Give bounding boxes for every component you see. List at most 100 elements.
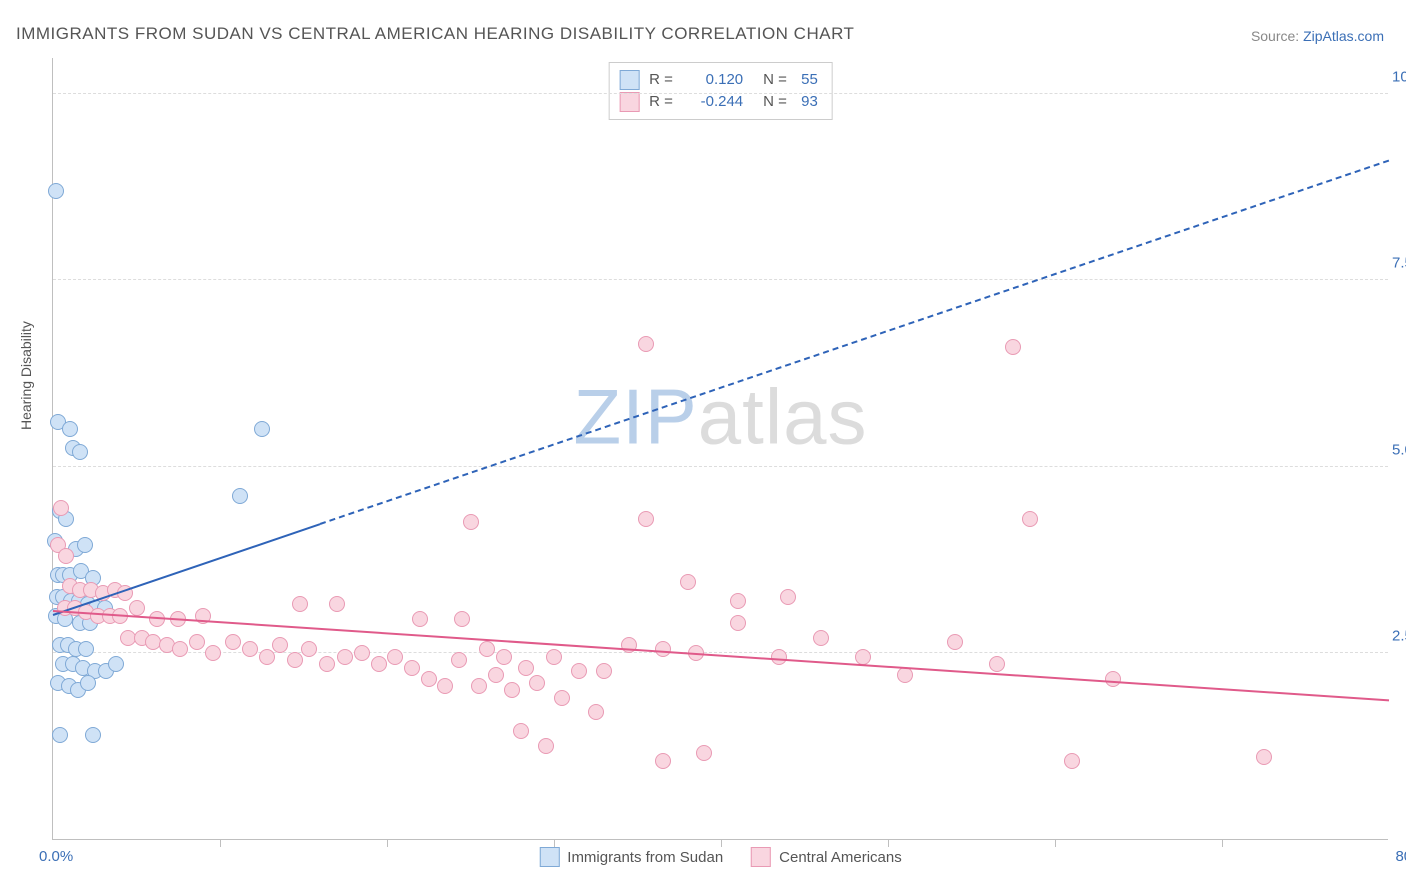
data-point <box>1022 511 1038 527</box>
chart-plot-area: ZIPatlas R =0.120N =55R =-0.244N =93 0.0… <box>52 58 1388 840</box>
data-point <box>488 667 504 683</box>
data-point <box>80 675 96 691</box>
data-point <box>554 690 570 706</box>
x-tick <box>220 839 221 847</box>
data-point <box>437 678 453 694</box>
data-point <box>513 723 529 739</box>
data-point <box>504 682 520 698</box>
data-point <box>813 630 829 646</box>
data-point <box>897 667 913 683</box>
data-point <box>947 634 963 650</box>
trend-line <box>320 159 1389 524</box>
data-point <box>730 615 746 631</box>
data-point <box>518 660 534 676</box>
x-axis-max-label: 80.0% <box>1395 848 1406 865</box>
legend-n-value: 93 <box>801 91 818 113</box>
y-tick-label: 2.5% <box>1392 627 1406 644</box>
legend-correlation: R = 0.120 N = 55R = -0.244 N = 93 <box>608 62 833 120</box>
data-point <box>53 500 69 516</box>
data-point <box>1005 339 1021 355</box>
legend-n-label: N = <box>763 69 791 91</box>
data-point <box>259 649 275 665</box>
data-point <box>454 611 470 627</box>
y-axis-label: Hearing Disability <box>18 321 34 430</box>
data-point <box>232 488 248 504</box>
data-point <box>172 641 188 657</box>
data-point <box>855 649 871 665</box>
data-point <box>319 656 335 672</box>
data-point <box>421 671 437 687</box>
data-point <box>301 641 317 657</box>
data-point <box>463 514 479 530</box>
y-tick-label: 10.0% <box>1392 69 1406 86</box>
legend-swatch <box>539 847 559 867</box>
y-tick-label: 7.5% <box>1392 255 1406 272</box>
legend-series-item: Immigrants from Sudan <box>539 847 723 867</box>
data-point <box>242 641 258 657</box>
source-link[interactable]: ZipAtlas.com <box>1303 28 1384 44</box>
data-point <box>1064 753 1080 769</box>
legend-swatch <box>751 847 771 867</box>
data-point <box>404 660 420 676</box>
data-point <box>655 641 671 657</box>
data-point <box>412 611 428 627</box>
data-point <box>72 444 88 460</box>
data-point <box>479 641 495 657</box>
data-point <box>337 649 353 665</box>
gridline <box>53 279 1388 280</box>
data-point <box>780 589 796 605</box>
trend-line <box>53 523 321 616</box>
legend-n-label: N = <box>763 91 791 113</box>
data-point <box>129 600 145 616</box>
data-point <box>48 183 64 199</box>
legend-series-item: Central Americans <box>751 847 902 867</box>
data-point <box>638 336 654 352</box>
data-point <box>989 656 1005 672</box>
gridline <box>53 93 1388 94</box>
legend-series-name: Immigrants from Sudan <box>567 849 723 866</box>
data-point <box>538 738 554 754</box>
legend-row: R = -0.244 N = 93 <box>619 91 818 113</box>
data-point <box>225 634 241 650</box>
data-point <box>730 593 746 609</box>
data-point <box>205 645 221 661</box>
data-point <box>292 596 308 612</box>
data-point <box>329 596 345 612</box>
data-point <box>571 663 587 679</box>
data-point <box>588 704 604 720</box>
y-tick-label: 5.0% <box>1392 441 1406 458</box>
data-point <box>696 745 712 761</box>
data-point <box>546 649 562 665</box>
source-prefix: Source: <box>1251 28 1299 44</box>
legend-r-label: R = <box>649 91 677 113</box>
x-tick <box>721 839 722 847</box>
x-tick <box>888 839 889 847</box>
legend-series: Immigrants from Sudan Central Americans <box>539 847 901 867</box>
data-point <box>58 548 74 564</box>
data-point <box>85 727 101 743</box>
data-point <box>451 652 467 668</box>
legend-n-value: 55 <box>801 69 818 91</box>
x-tick <box>1222 839 1223 847</box>
data-point <box>771 649 787 665</box>
x-tick <box>1055 839 1056 847</box>
watermark: ZIPatlas <box>573 372 867 463</box>
data-point <box>596 663 612 679</box>
data-point <box>108 656 124 672</box>
data-point <box>254 421 270 437</box>
legend-r-value: 0.120 <box>687 69 743 91</box>
legend-swatch <box>619 70 639 90</box>
data-point <box>287 652 303 668</box>
data-point <box>655 753 671 769</box>
data-point <box>354 645 370 661</box>
source-label: Source: ZipAtlas.com <box>1251 28 1384 44</box>
data-point <box>638 511 654 527</box>
x-axis-origin-label: 0.0% <box>39 848 73 865</box>
legend-r-value: -0.244 <box>687 91 743 113</box>
data-point <box>680 574 696 590</box>
data-point <box>77 537 93 553</box>
data-point <box>471 678 487 694</box>
legend-swatch <box>619 92 639 112</box>
data-point <box>371 656 387 672</box>
data-point <box>529 675 545 691</box>
